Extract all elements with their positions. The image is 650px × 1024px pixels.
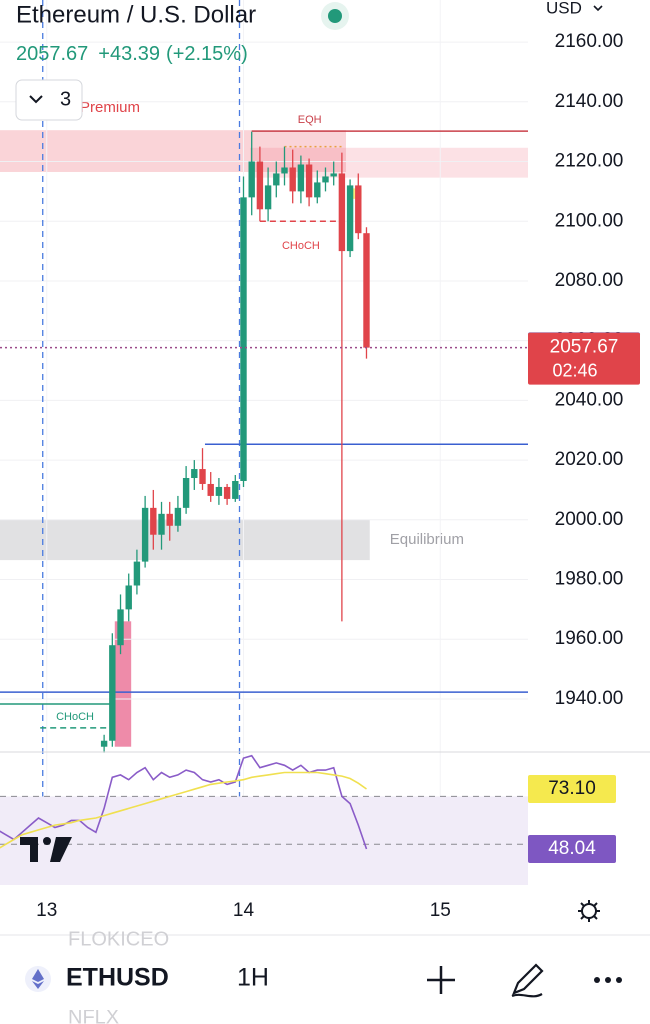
candle-body — [182, 478, 190, 508]
settings-icon[interactable] — [578, 900, 600, 922]
zone-label: Equilibrium — [390, 531, 464, 548]
zone — [114, 621, 132, 747]
countdown: 02:46 — [552, 360, 597, 380]
candle-body — [232, 480, 239, 499]
y-tick-label: 2040.00 — [555, 389, 624, 410]
rsi-band — [0, 796, 528, 885]
candle-body — [355, 185, 362, 234]
y-tick-label: 2160.00 — [555, 31, 624, 52]
interval[interactable]: 1H — [237, 964, 269, 992]
candle-body — [346, 185, 354, 252]
candle-body — [305, 164, 313, 198]
level-label: CHoCH — [282, 240, 320, 252]
symbol[interactable]: ETHUSD — [66, 964, 169, 992]
y-tick-label: 1960.00 — [555, 628, 624, 649]
symbol-title: Ethereum / U.S. Dollar — [16, 1, 256, 28]
candle-body — [166, 513, 173, 526]
quote: 2057.67 +43.39 (+2.15%) — [16, 43, 248, 65]
candle-body — [314, 182, 321, 198]
value-badge — [528, 774, 616, 803]
candle-body — [207, 483, 214, 496]
candle-body — [363, 233, 370, 348]
zone — [0, 130, 346, 172]
y-tick-label: 2000.00 — [555, 509, 624, 530]
value-badge-label: 48.04 — [548, 838, 596, 859]
currency-chevron — [593, 5, 603, 12]
candle-body — [174, 507, 182, 526]
y-tick-label: 1980.00 — [555, 569, 624, 590]
rsi-line — [0, 771, 367, 849]
indicators-button[interactable] — [15, 79, 83, 121]
bg-symbol: NFLX — [68, 1006, 119, 1024]
change-pct: (+2.15%) — [166, 43, 248, 65]
candle-body — [199, 469, 206, 484]
change: +43.39 — [98, 43, 160, 65]
candle-body — [133, 561, 141, 586]
candle-body — [297, 164, 305, 192]
toolbar — [0, 948, 650, 1010]
candle-body — [150, 507, 157, 535]
zone-label: Premium — [80, 99, 140, 116]
value-badge — [528, 834, 616, 863]
y-tick-label: 2120.00 — [555, 151, 624, 172]
more-button[interactable] — [594, 977, 622, 983]
y-tick-label: 2080.00 — [555, 270, 624, 291]
draw-button[interactable] — [511, 963, 544, 998]
candle-body — [338, 173, 346, 252]
rsi-line — [0, 754, 368, 850]
price-badge-label: 2057.67 — [550, 337, 619, 358]
bg-symbol: FLOKICEO — [68, 928, 169, 950]
candle-body — [256, 161, 264, 210]
tv-logo — [20, 837, 72, 862]
candle-body — [191, 469, 198, 479]
candle-body — [100, 740, 108, 747]
candle-body — [264, 185, 272, 210]
y-tick-label: 2100.00 — [555, 210, 624, 231]
candle-body — [248, 161, 255, 198]
candle-body — [330, 173, 337, 177]
price-badge — [528, 332, 640, 385]
candle-body — [215, 486, 223, 496]
zone — [347, 188, 362, 199]
candle-body — [223, 486, 231, 499]
rsi-pane: 73.10 48.04 — [0, 754, 616, 885]
level-label: CHoCH — [56, 711, 94, 723]
market-status — [328, 9, 342, 23]
chevron — [29, 95, 43, 104]
y-tick-label: 1940.00 — [555, 688, 624, 709]
candle-body — [158, 513, 165, 535]
zone — [250, 147, 528, 178]
y-tick-label: 2020.00 — [555, 449, 624, 470]
candle-body — [109, 645, 116, 741]
value-badge-label: 73.10 — [548, 778, 596, 799]
add-button[interactable] — [427, 966, 455, 994]
x-tick-label: 14 — [233, 900, 255, 921]
candle-body — [117, 609, 124, 646]
zone — [0, 519, 370, 561]
x-tick-label: 15 — [430, 900, 451, 921]
level-label: EQH — [298, 114, 322, 126]
candle-body — [125, 585, 132, 610]
candle-body — [322, 176, 329, 183]
candle-body — [141, 507, 149, 562]
candle-body — [281, 167, 288, 174]
candle-body — [289, 167, 296, 192]
y-tick-label: 2140.00 — [555, 91, 624, 112]
currency[interactable]: USD — [546, 0, 582, 17]
eth-icon — [25, 966, 51, 992]
candle-body — [273, 173, 280, 186]
last-price: 2057.67 — [16, 43, 88, 65]
price-chart: Premium Equilibrium 2160.00 2140.00 2120.00 2… — [0, 0, 640, 885]
candle-body — [240, 197, 247, 481]
indicator-count: 3 — [60, 88, 71, 110]
x-tick-label: 13 — [36, 900, 57, 921]
